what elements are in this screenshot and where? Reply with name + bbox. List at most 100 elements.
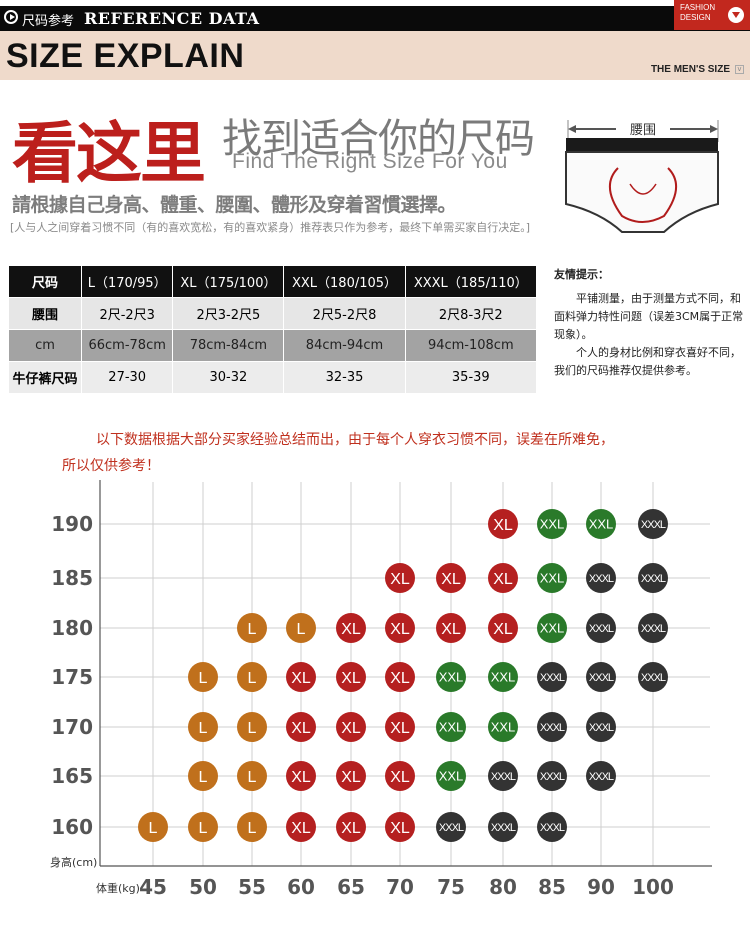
size-dot-label: XXXL (540, 722, 565, 734)
size-dot (436, 761, 466, 791)
size-dot (286, 812, 316, 842)
size-dot (188, 712, 218, 742)
size-dot (488, 613, 518, 643)
size-dot (638, 662, 668, 692)
size-dot-label: XXXL (540, 672, 565, 684)
size-dot (638, 613, 668, 643)
size-dot-label: XL (291, 820, 311, 837)
table-row: cm 66cm-78cm 78cm-84cm 84cm-94cm 94cm-10… (9, 329, 538, 362)
size-dot (385, 812, 415, 842)
size-dot-label: XL (390, 820, 410, 837)
y-tick-label: 190 (51, 512, 93, 536)
size-dot-label: XXXL (589, 672, 614, 684)
hero-red-title: 看这里 (12, 115, 206, 192)
tips-title: 友情提示： (554, 268, 609, 281)
size-dot-label: XL (441, 571, 461, 588)
size-dot (537, 613, 567, 643)
size-dot-label: XL (390, 670, 410, 687)
hero-gray-title: 找到适合你的尺码 (222, 116, 535, 162)
size-dot (488, 761, 518, 791)
size-dot-label: XXXL (491, 771, 516, 783)
size-dot (385, 712, 415, 742)
header-cn-label: 尺码参考 (22, 14, 75, 29)
size-dot-label: XXL (540, 621, 565, 636)
size-dot-label: XL (493, 517, 513, 534)
size-dot-label: XL (341, 621, 361, 638)
size-dot-label: XXXL (589, 771, 614, 783)
size-dot (586, 761, 616, 791)
size-dot-label: L (248, 720, 257, 737)
size-dot (537, 812, 567, 842)
size-dot (385, 563, 415, 593)
size-dot-label: XXXL (641, 672, 666, 684)
size-dot (286, 662, 316, 692)
size-dot-label: L (248, 820, 257, 837)
size-dot (237, 761, 267, 791)
mens-size-label: THE MEN'S SIZE (650, 64, 730, 75)
chevron-down-icon (728, 7, 744, 23)
size-dot-label: XL (493, 571, 513, 588)
size-dot (436, 613, 466, 643)
size-dot (537, 509, 567, 539)
y-tick-label: 175 (51, 665, 93, 689)
size-dot-label: XXL (589, 517, 614, 532)
size-dot (286, 712, 316, 742)
size-dot-label: XL (493, 621, 513, 638)
table-header-cell: 尺码 (9, 266, 82, 298)
size-dot (537, 712, 567, 742)
table-cell: 94cm-108cm (405, 329, 538, 362)
size-dot-label: L (199, 670, 208, 687)
size-dot-label: XXXL (589, 623, 614, 635)
page-title: SIZE EXPLAIN (6, 37, 245, 75)
size-dot-label: XXXL (641, 519, 666, 531)
size-dot-label: XL (390, 720, 410, 737)
table-cell: 2尺8-3尺2 (405, 297, 538, 330)
table-header-cell: XXL（180/105） (283, 266, 406, 298)
size-chart: 160 165 170 175 180 185 190 45 50 55 60 65 70 75 80 85 9… (50, 480, 712, 899)
x-tick-label: 45 (139, 875, 167, 899)
size-dot-label: XXXL (641, 623, 666, 635)
size-dot-label: XXXL (589, 722, 614, 734)
size-dot (638, 509, 668, 539)
size-dot (488, 509, 518, 539)
size-dot-label: L (199, 720, 208, 737)
table-cell: 2尺5-2尺8 (283, 297, 406, 330)
size-dot-label: XXXL (589, 573, 614, 585)
y-tick-label: 185 (51, 566, 93, 590)
fashion-line1: FASHION (680, 3, 716, 12)
header-en-label: REFERENCE DATA (84, 9, 260, 28)
size-dot (188, 812, 218, 842)
size-dot (286, 761, 316, 791)
fashion-design-badge: FASHION DESIGN (674, 0, 750, 30)
size-dot-label: XXL (439, 670, 464, 685)
size-dot (385, 662, 415, 692)
waist-label: 腰围 (630, 123, 656, 138)
y-tick-label: 165 (51, 764, 93, 788)
size-dot (336, 662, 366, 692)
size-dot-label: XL (291, 720, 311, 737)
table-cell: 35-39 (405, 361, 538, 394)
size-dot (488, 712, 518, 742)
table-header-cell: XL（175/100） (172, 266, 285, 298)
size-dot (638, 563, 668, 593)
disclaimer-line1: 以下数据根据大部分买家经验总结而出，由于每个人穿衣习惯不同，误差在所难免， (96, 432, 614, 448)
size-dot-label: L (149, 820, 158, 837)
size-dot (537, 761, 567, 791)
y-tick-label: 160 (51, 815, 93, 839)
size-dot (385, 761, 415, 791)
size-dot-label: L (199, 820, 208, 837)
table-cell: 78cm-84cm (172, 329, 285, 362)
table-cell: 2尺-2尺3 (81, 297, 174, 330)
size-dot-label: L (248, 621, 257, 638)
size-dot-label: L (297, 621, 306, 638)
size-dot-label: XXL (540, 571, 565, 586)
size-dot (138, 812, 168, 842)
play-circle-icon (4, 10, 18, 24)
size-dot (336, 613, 366, 643)
size-dot (586, 509, 616, 539)
size-dot-label: XL (291, 769, 311, 786)
size-dot-label: XXL (439, 720, 464, 735)
x-axis-label: 体重(kg) (96, 881, 140, 895)
size-dot-label: XXXL (439, 822, 464, 834)
table-cell: 84cm-94cm (283, 329, 406, 362)
